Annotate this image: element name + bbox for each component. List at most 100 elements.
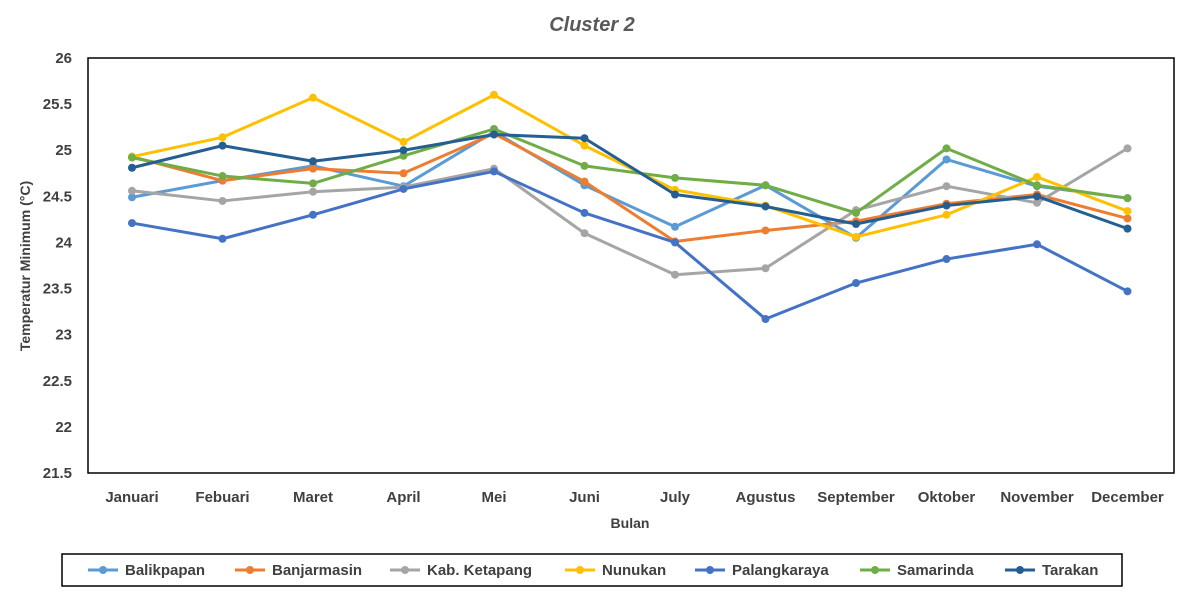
data-point	[1123, 287, 1132, 296]
data-point	[490, 130, 498, 139]
data-point	[852, 279, 860, 288]
data-point	[218, 133, 227, 142]
legend-marker	[706, 566, 714, 574]
data-point	[1033, 181, 1041, 190]
y-tick-label: 23	[55, 327, 72, 344]
data-point	[399, 184, 408, 193]
data-point	[399, 146, 408, 155]
legend-label: Samarinda	[897, 562, 974, 579]
legend-label: Palangkaraya	[732, 562, 829, 579]
legend: Balikpapan Banjarmasin Kab. Ketapang Nunuka…	[88, 562, 1098, 579]
plot-area	[87, 57, 1175, 474]
data-point	[399, 151, 408, 160]
y-tick-label: 23.5	[43, 281, 72, 298]
data-point	[761, 202, 770, 211]
series-line	[131, 169, 1129, 321]
x-tick-label: April	[386, 489, 420, 506]
data-point	[852, 208, 860, 217]
data-point	[399, 169, 408, 178]
data-point	[942, 155, 951, 164]
series-4	[128, 167, 1132, 323]
series-line	[131, 147, 1129, 277]
chart-title: Cluster 2	[549, 14, 635, 36]
legend-item: Nunukan	[565, 562, 666, 579]
y-tick-label: 24.5	[43, 188, 72, 205]
data-point	[128, 163, 136, 172]
legend-item: Samarinda	[860, 562, 974, 579]
x-tick-label: Juni	[569, 489, 600, 506]
data-point	[852, 232, 860, 241]
y-axis-ticks: 21.5 22 22.5 23 23.5 24 24.5 25 25.5 26	[43, 50, 73, 482]
data-point	[580, 141, 589, 150]
data-point	[671, 190, 679, 199]
data-point	[128, 186, 136, 195]
legend-label: Kab. Ketapang	[427, 562, 532, 579]
data-point	[1123, 214, 1132, 223]
series-5	[128, 125, 1132, 217]
data-point	[309, 179, 317, 188]
x-tick-label: Maret	[293, 489, 333, 506]
y-tick-label: 25	[55, 142, 72, 159]
legend-marker	[99, 566, 107, 574]
data-point	[942, 255, 951, 264]
series-line	[131, 127, 1128, 215]
data-point	[580, 208, 589, 217]
data-point	[490, 167, 498, 176]
x-axis-label: Bulan	[611, 515, 650, 531]
series-line	[131, 133, 1129, 231]
x-tick-label: Januari	[105, 489, 158, 506]
data-point	[399, 137, 408, 146]
data-point	[942, 201, 951, 210]
legend-item: Tarakan	[1005, 562, 1098, 579]
y-tick-label: 22.5	[43, 373, 72, 390]
data-point	[128, 193, 136, 202]
x-tick-label: September	[817, 489, 895, 506]
data-point	[671, 238, 679, 247]
y-tick-label: 21.5	[43, 465, 72, 482]
legend-item: Kab. Ketapang	[390, 562, 532, 579]
data-point	[218, 196, 227, 205]
series-2	[128, 144, 1132, 279]
data-point	[580, 134, 589, 143]
data-point	[671, 270, 679, 279]
legend-marker	[246, 566, 254, 574]
x-tick-label: Oktober	[918, 489, 976, 506]
legend-item: Banjarmasin	[235, 562, 362, 579]
y-tick-label: 22	[55, 419, 72, 436]
data-point	[1123, 224, 1132, 233]
data-point	[128, 219, 136, 228]
x-tick-label: November	[1000, 489, 1074, 506]
legend-item: Palangkaraya	[695, 562, 829, 579]
legend-marker	[1016, 566, 1024, 574]
data-point	[309, 187, 317, 196]
legend-marker	[401, 566, 409, 574]
data-point	[580, 177, 589, 186]
series-line	[131, 132, 1128, 244]
legend-marker	[576, 566, 584, 574]
data-point	[309, 157, 317, 166]
data-point	[128, 153, 136, 162]
y-axis-label: Temperatur Minimum (°C)	[17, 181, 33, 351]
data-point	[761, 226, 770, 235]
data-point	[1123, 194, 1132, 203]
data-point	[1033, 172, 1041, 181]
legend-marker	[871, 566, 879, 574]
data-point	[490, 125, 498, 134]
y-tick-label: 26	[55, 50, 72, 67]
series-layer	[128, 90, 1132, 323]
data-point	[580, 161, 589, 170]
data-point	[1123, 207, 1132, 216]
data-point	[761, 314, 770, 323]
x-tick-label: Febuari	[195, 489, 249, 506]
data-point	[1123, 144, 1132, 153]
data-point	[1033, 192, 1041, 201]
data-point	[309, 164, 317, 173]
legend-item: Balikpapan	[88, 562, 205, 579]
x-tick-label: Mei	[481, 489, 506, 506]
legend-label: Tarakan	[1042, 562, 1098, 579]
x-tick-label: December	[1091, 489, 1164, 506]
data-point	[490, 90, 498, 99]
data-point	[218, 172, 227, 181]
series-line	[131, 130, 1128, 240]
